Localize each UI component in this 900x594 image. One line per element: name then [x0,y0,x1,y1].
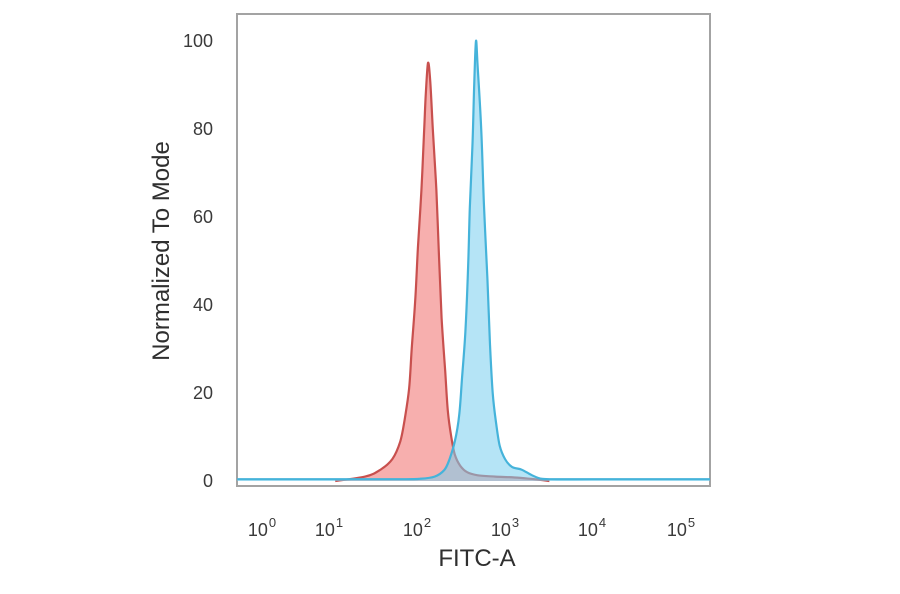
x-tick-label-10e3: 103 [491,515,519,540]
y-axis-title: Normalized To Mode [148,141,175,361]
x-tick-label-10e0: 100 [248,515,276,540]
x-axis-tick-labels: 100 101 102 103 104 105 [248,515,695,540]
x-tick-label-10e5: 105 [667,515,695,540]
y-axis-tick-labels: 0 20 40 60 80 100 [183,31,213,491]
red-population-fill [335,62,550,482]
y-tick-label-20: 20 [193,383,213,403]
x-tick-label-10e4: 104 [578,515,606,540]
blue-population-fill [237,40,710,481]
y-tick-label-80: 80 [193,119,213,139]
y-tick-label-0: 0 [203,471,213,491]
plot-border [236,13,711,487]
x-tick-label-10e1: 101 [315,515,343,540]
blue-population-outline [237,39,710,481]
x-axis-title: FITC-A [438,545,515,572]
histogram-curves [237,39,710,483]
y-tick-label-60: 60 [193,207,213,227]
y-tick-label-100: 100 [183,31,213,51]
x-tick-label-10e2: 102 [403,515,431,540]
y-tick-label-40: 40 [193,295,213,315]
